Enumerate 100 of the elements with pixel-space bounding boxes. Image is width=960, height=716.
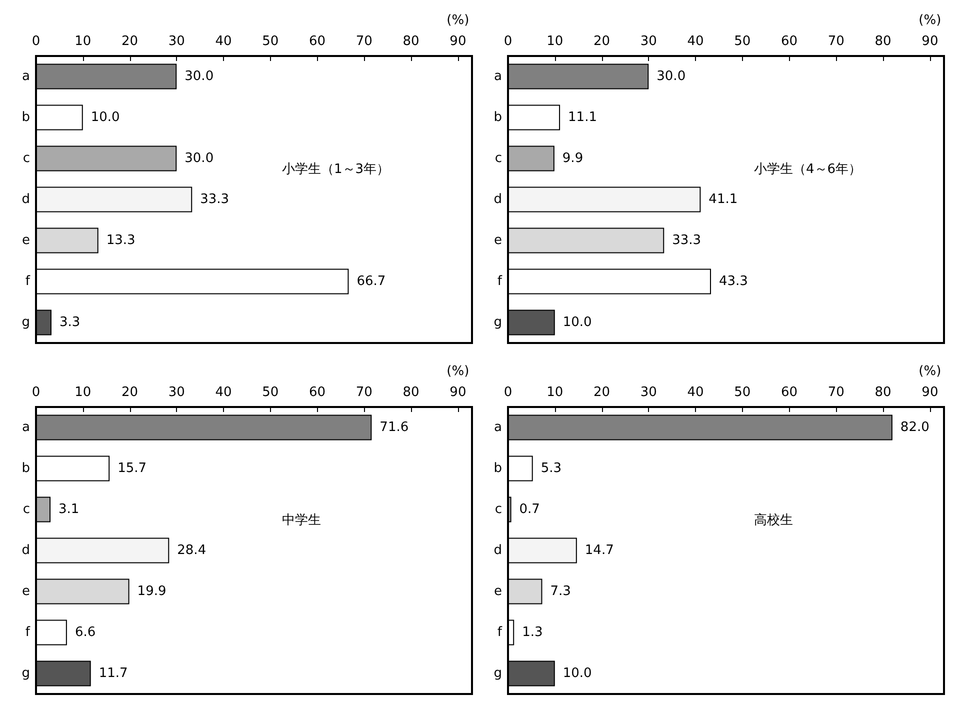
data-label: 41.1 [708,192,738,207]
bar [508,146,554,172]
x-tick-label: 30 [640,385,657,400]
bar [508,104,560,130]
data-label: 82.0 [900,420,930,435]
bar [508,660,555,686]
text: 小学生（4～6年） [754,162,862,177]
x-tick-label: 20 [121,34,138,49]
y-tick-label: g [22,315,30,330]
bar [508,578,542,604]
bar [508,456,533,482]
data-label: 66.7 [356,274,386,289]
data-label: 9.9 [562,151,584,166]
bar [36,186,192,212]
x-tick-label: 50 [262,385,279,400]
y-tick-label: c [22,151,30,166]
data-label: 0.7 [519,502,540,517]
y-tick-label: a [22,69,30,84]
x-tick-label: 40 [687,385,704,400]
y-tick-label: c [494,502,502,517]
x-tick-label: 90 [450,385,466,400]
x-tick-label: 0 [32,34,40,49]
data-label: 10.0 [562,666,592,681]
data-label: 30.0 [184,69,214,84]
data-label: 3.3 [59,315,80,330]
bar [36,104,83,130]
x-tick-label: 50 [262,34,279,49]
x-tick-label: 20 [121,385,138,400]
y-tick-label: f [497,625,502,640]
text: 中学生 [282,513,322,528]
y-tick-label: g [494,666,502,681]
data-label: 15.7 [118,461,147,476]
bar [36,146,177,172]
x-tick-label: 60 [781,34,798,49]
data-label: 11.1 [568,110,597,125]
x-tick-label: 10 [74,34,92,49]
bar [508,414,892,440]
x-tick-label: 30 [640,34,657,49]
y-tick-label: d [494,543,502,558]
x-tick-label: 20 [593,385,610,400]
y-tick-label: b [22,461,30,476]
bar [36,620,67,646]
x-tick-label: 70 [356,385,372,400]
bar [508,538,577,564]
x-tick-label: 90 [922,385,938,400]
y-tick-label: a [22,420,30,435]
y-tick-label: f [497,274,502,289]
y-tick-label: g [22,666,30,681]
x-tick-label: 90 [922,34,938,49]
x-tick-label: 30 [168,385,185,400]
x-axis-title: (%) [918,13,942,28]
data-label: 19.9 [137,584,166,599]
x-tick-label: 70 [828,385,844,400]
y-tick-label: b [494,461,502,476]
x-tick-label: 50 [734,34,751,49]
y-tick-label: e [22,584,30,599]
bar [36,496,51,522]
bar [36,414,372,440]
x-tick-label: 10 [546,34,564,49]
data-label: 3.1 [58,502,80,517]
data-label: 30.0 [184,151,214,166]
y-tick-label: d [22,192,30,207]
bar [36,456,110,482]
x-tick-label: 80 [874,34,892,49]
y-tick-label: b [22,110,30,125]
x-tick-label: 60 [309,385,326,400]
data-label: 5.3 [540,461,562,476]
y-tick-label: f [25,274,30,289]
data-label: 30.0 [656,69,686,84]
x-tick-label: 40 [687,34,704,49]
x-tick-label: 40 [215,385,232,400]
y-tick-label: d [22,543,30,558]
x-tick-label: 60 [781,385,798,400]
bar [508,620,514,646]
x-tick-label: 50 [734,385,751,400]
bar [36,64,177,90]
x-axis-title: (%) [446,13,470,28]
x-tick-label: 40 [215,34,232,49]
data-label: 33.3 [672,233,702,248]
data-label: 6.6 [74,625,96,640]
x-tick-label: 60 [309,34,326,49]
bar [36,268,349,294]
y-tick-label: e [22,233,30,248]
y-tick-label: b [494,110,502,125]
bar [36,538,170,564]
bar [508,268,711,294]
bar [508,310,555,336]
x-tick-label: 10 [546,385,564,400]
data-label: 10.0 [562,315,592,330]
data-label: 10.0 [90,110,120,125]
y-tick-label: a [494,69,502,84]
text: 高校生 [754,512,794,528]
bar [36,578,130,604]
bar [36,310,52,336]
x-tick-label: 20 [593,34,610,49]
y-tick-label: e [494,233,502,248]
y-tick-label: a [494,420,502,435]
x-tick-label: 70 [356,34,372,49]
y-tick-label: g [494,315,502,330]
y-tick-label: c [22,502,30,517]
